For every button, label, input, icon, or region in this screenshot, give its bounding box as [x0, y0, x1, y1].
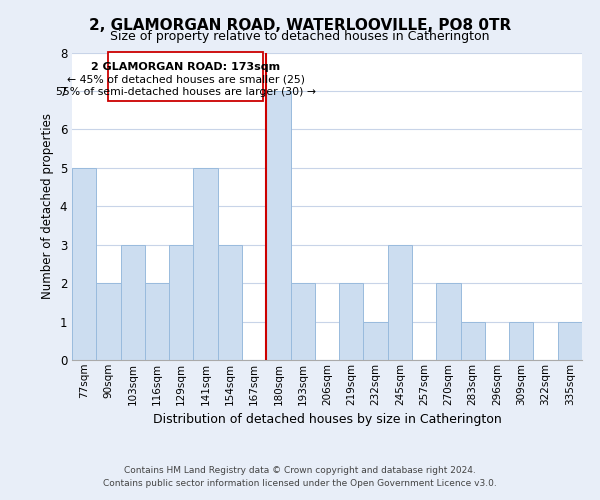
Bar: [193, 168, 218, 360]
Text: 55% of semi-detached houses are larger (30) →: 55% of semi-detached houses are larger (…: [56, 87, 316, 97]
X-axis label: Distribution of detached houses by size in Catherington: Distribution of detached houses by size …: [152, 413, 502, 426]
Text: Contains HM Land Registry data © Crown copyright and database right 2024.
Contai: Contains HM Land Registry data © Crown c…: [103, 466, 497, 487]
Bar: [72, 168, 96, 360]
Bar: [388, 244, 412, 360]
Text: Size of property relative to detached houses in Catherington: Size of property relative to detached ho…: [110, 30, 490, 43]
Text: 2, GLAMORGAN ROAD, WATERLOOVILLE, PO8 0TR: 2, GLAMORGAN ROAD, WATERLOOVILLE, PO8 0T…: [89, 18, 511, 32]
Text: ← 45% of detached houses are smaller (25): ← 45% of detached houses are smaller (25…: [67, 75, 305, 85]
Bar: [461, 322, 485, 360]
Bar: [121, 244, 145, 360]
Bar: [339, 283, 364, 360]
Bar: [364, 322, 388, 360]
Bar: [218, 244, 242, 360]
Bar: [96, 283, 121, 360]
Bar: [290, 283, 315, 360]
Bar: [436, 283, 461, 360]
Bar: [558, 322, 582, 360]
Y-axis label: Number of detached properties: Number of detached properties: [41, 114, 54, 299]
Bar: [509, 322, 533, 360]
Bar: [145, 283, 169, 360]
Text: 2 GLAMORGAN ROAD: 173sqm: 2 GLAMORGAN ROAD: 173sqm: [91, 62, 280, 72]
Bar: [169, 244, 193, 360]
FancyBboxPatch shape: [109, 52, 263, 100]
Bar: [266, 91, 290, 360]
